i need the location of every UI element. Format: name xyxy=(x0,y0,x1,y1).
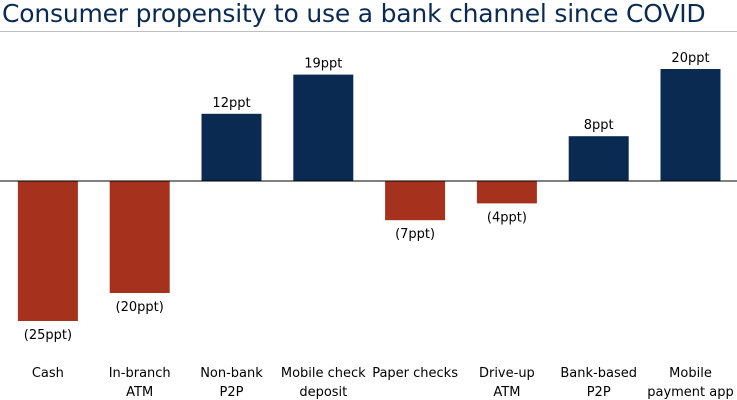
category-label-2: Non-bank P2P xyxy=(200,366,263,400)
bar-2 xyxy=(201,113,262,181)
data-label-2: 12ppt xyxy=(212,96,250,111)
data-label-0: (25ppt) xyxy=(24,328,72,343)
category-label-line: payment app xyxy=(647,385,734,400)
category-label-3: Mobile check deposit xyxy=(281,366,366,400)
category-label-6: Bank-based P2P xyxy=(560,366,637,400)
bar-4 xyxy=(385,181,446,221)
data-label-3: 19ppt xyxy=(304,57,342,72)
category-label-line: deposit xyxy=(299,385,347,400)
title-divider xyxy=(0,31,737,32)
category-labels-group: Cash In-branch ATM Non-bank P2P Mobile check d… xyxy=(32,366,734,400)
category-label-7: Mobile payment app xyxy=(647,366,734,400)
category-label-1: In-branch ATM xyxy=(109,366,171,400)
category-label-line: Drive-up xyxy=(479,366,535,381)
category-label-line: P2P xyxy=(587,385,611,400)
category-label-4: Paper checks xyxy=(372,366,458,381)
category-label-line: ATM xyxy=(493,385,520,400)
category-label-line: Cash xyxy=(32,366,64,381)
data-label-5: (4ppt) xyxy=(487,210,527,225)
category-label-0: Cash xyxy=(32,366,64,381)
bar-0 xyxy=(17,181,78,321)
category-label-line: Mobile xyxy=(669,366,712,381)
bar-7 xyxy=(660,69,721,181)
category-label-line: Mobile check xyxy=(281,366,366,381)
bars-group xyxy=(17,69,721,321)
bar-6 xyxy=(568,136,629,181)
data-label-7: 20ppt xyxy=(671,51,709,66)
bar-5 xyxy=(476,181,537,204)
category-label-line: Paper checks xyxy=(372,366,458,381)
category-label-line: Non-bank xyxy=(200,366,263,381)
category-label-5: Drive-up ATM xyxy=(479,366,535,400)
chart-title: Consumer propensity to use a bank channe… xyxy=(2,0,706,28)
data-label-1: (20ppt) xyxy=(116,300,164,315)
bar-1 xyxy=(109,181,170,293)
data-labels-group: (25ppt) (20ppt) 12ppt 19ppt (7ppt) (4ppt) 8ppt… xyxy=(24,51,710,343)
category-label-line: P2P xyxy=(220,385,244,400)
data-label-6: 8ppt xyxy=(584,118,614,133)
category-label-line: In-branch xyxy=(109,366,171,381)
category-label-line: ATM xyxy=(126,385,153,400)
bar-3 xyxy=(293,74,354,181)
category-label-line: Bank-based xyxy=(560,366,637,381)
data-label-4: (7ppt) xyxy=(395,227,435,242)
